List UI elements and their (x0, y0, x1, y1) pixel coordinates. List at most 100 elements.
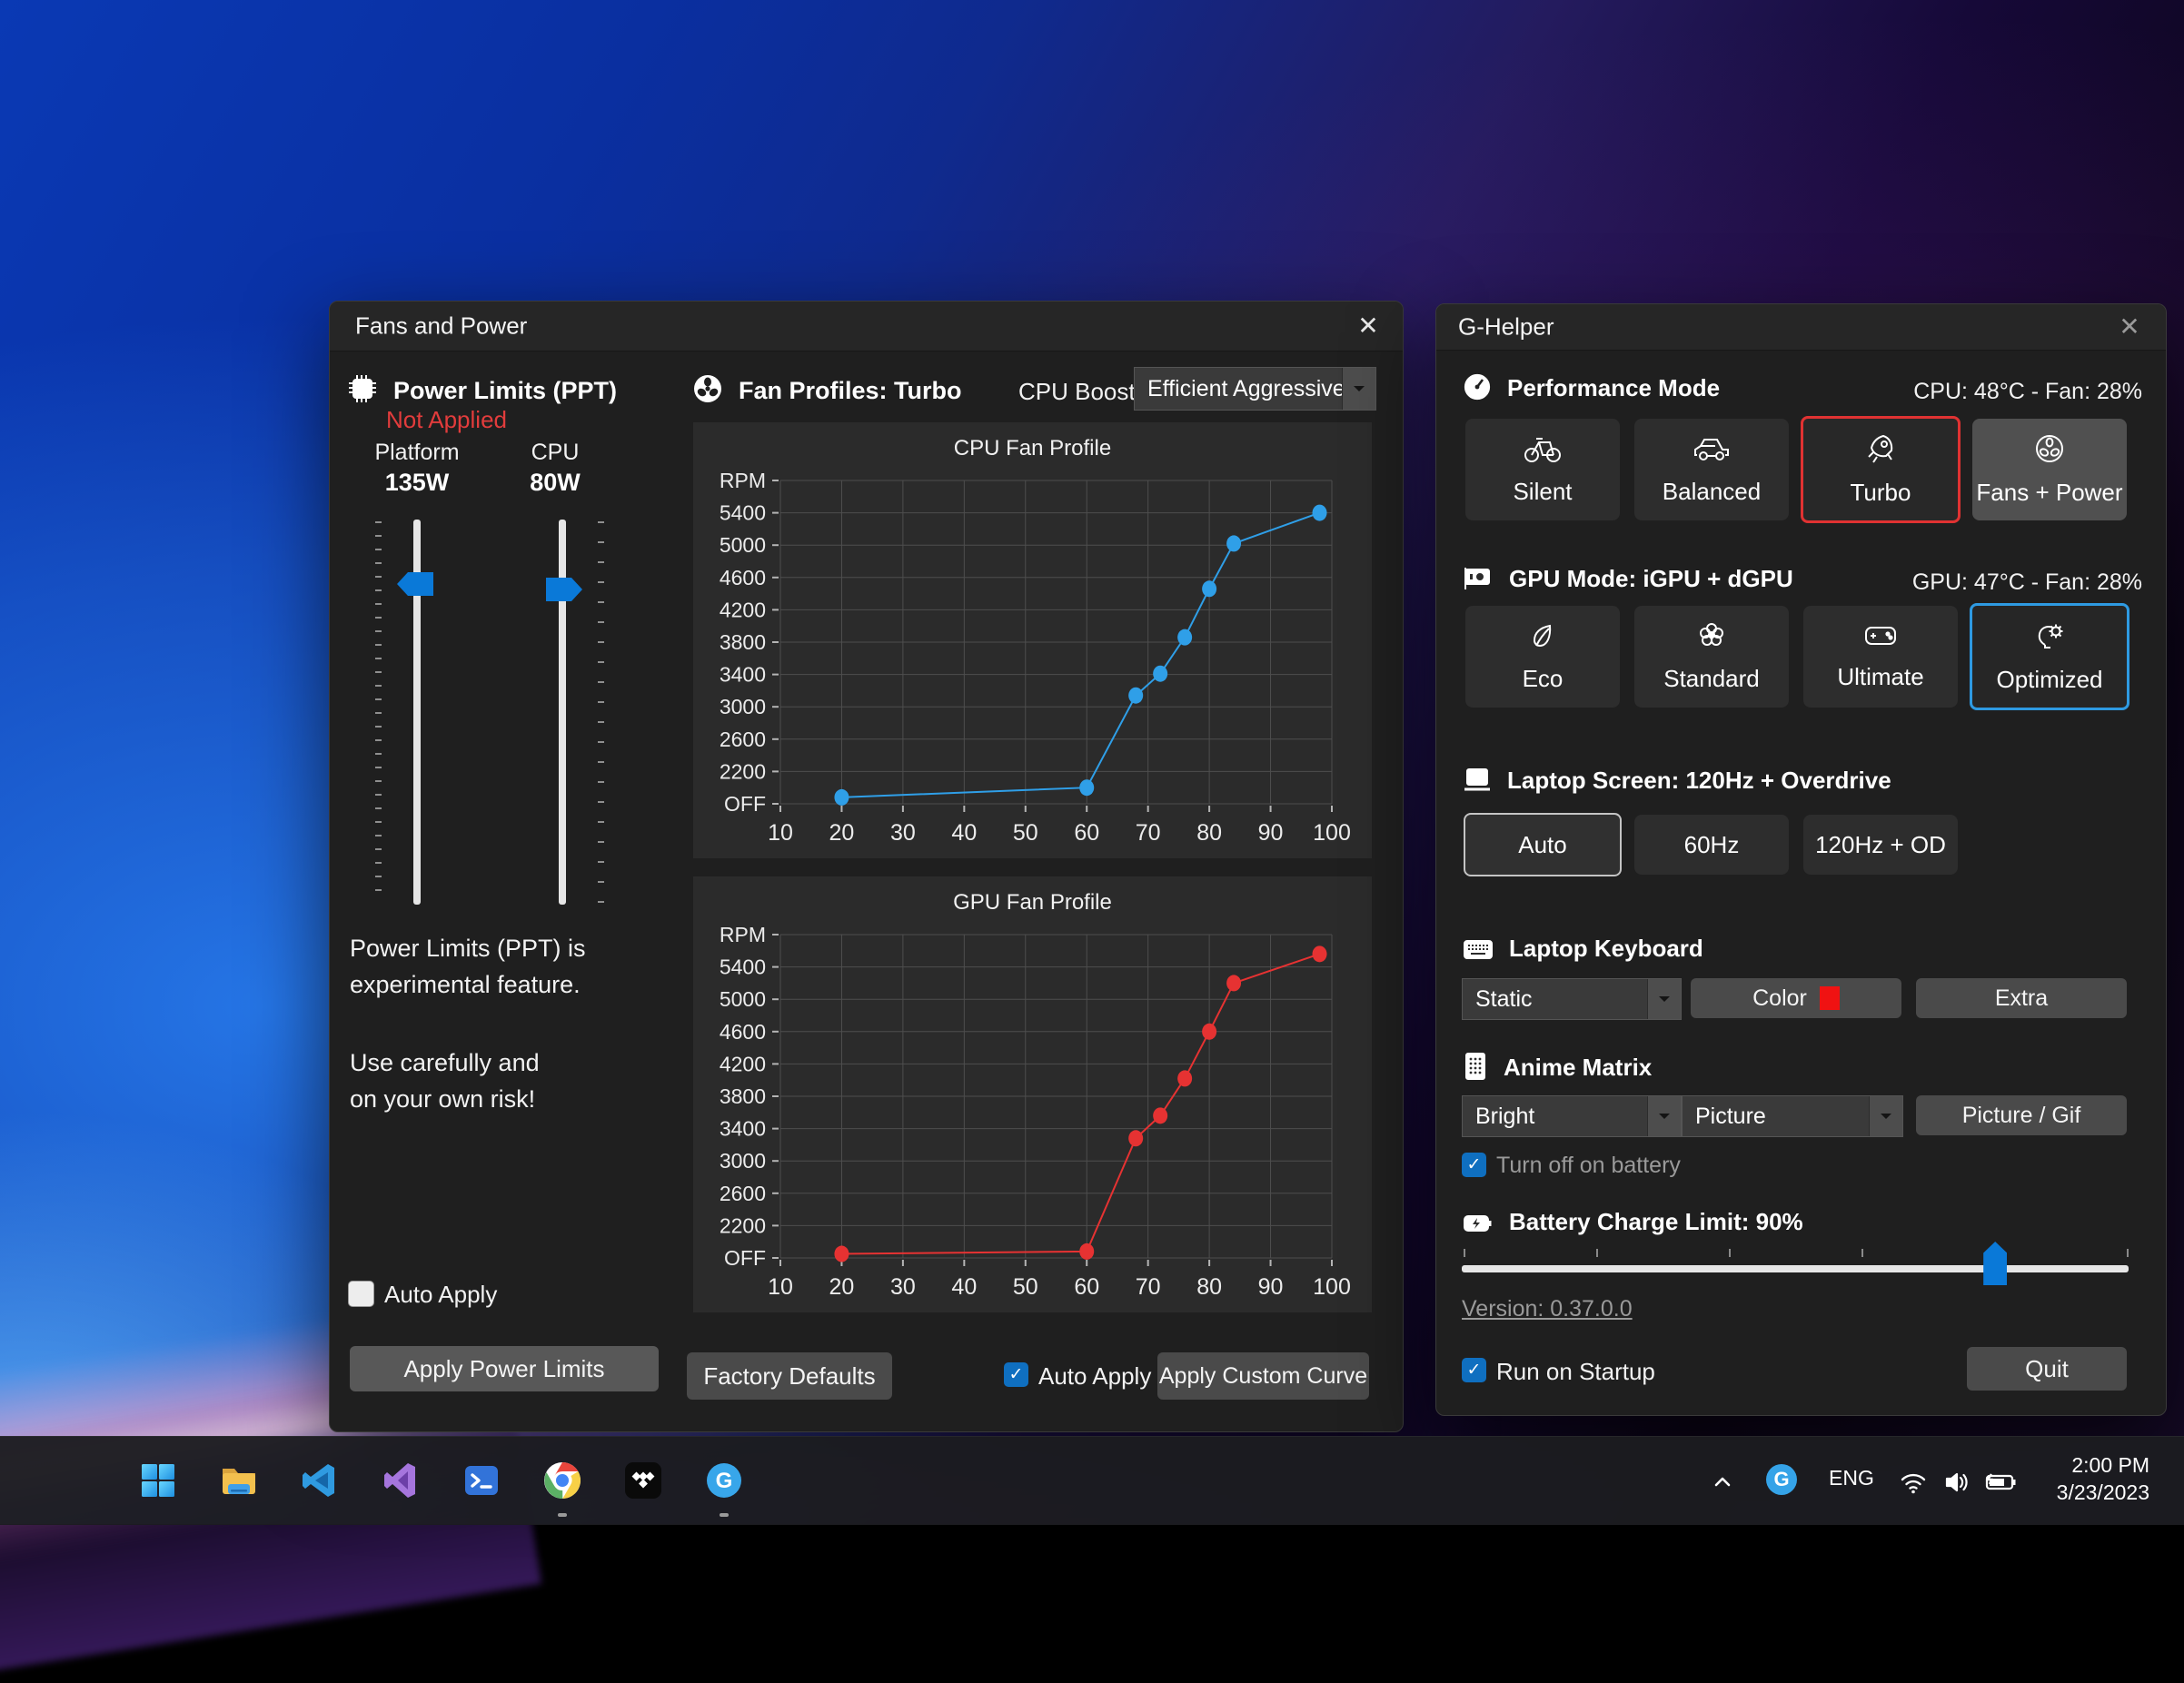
platform-slider-ticks (375, 521, 382, 903)
svg-text:30: 30 (890, 1274, 916, 1300)
gpu-heading-row: GPU Mode: iGPU + dGPU (1462, 562, 1793, 598)
battery-tray-icon[interactable] (1979, 1460, 2022, 1504)
svg-text:50: 50 (1013, 820, 1038, 846)
mode-button-balanced[interactable]: Balanced (1634, 419, 1789, 520)
factory-defaults-button[interactable]: Factory Defaults (687, 1352, 892, 1400)
mode-button-turbo[interactable]: Turbo (1801, 416, 1961, 523)
terminal-icon[interactable] (460, 1459, 503, 1502)
windows-start-button[interactable] (136, 1459, 180, 1502)
battery-slider-ticks (1464, 1249, 2129, 1257)
mode-button-fans-power[interactable]: Fans + Power (1972, 419, 2127, 520)
cpu-slider-track[interactable] (559, 520, 566, 905)
power-limits-note-2: Use carefully and on your own risk! (350, 1049, 540, 1113)
check-icon: ✓ (1466, 1361, 1482, 1380)
car-icon (1692, 433, 1732, 469)
wifi-icon[interactable] (1891, 1460, 1935, 1504)
chevron-down-icon[interactable] (1869, 1096, 1902, 1136)
cpu-boost-dropdown[interactable]: Efficient Aggressive (1134, 367, 1376, 411)
quit-button[interactable]: Quit (1967, 1347, 2127, 1391)
close-icon[interactable]: ✕ (2119, 312, 2140, 341)
gpu-button-ultimate[interactable]: Ultimate (1803, 606, 1958, 708)
matrix-picture-gif-button[interactable]: Picture / Gif (1916, 1095, 2127, 1135)
matrix-battery-checkbox[interactable]: ✓ (1462, 1153, 1486, 1177)
chevron-down-icon[interactable] (1647, 1096, 1681, 1136)
keyboard-mode-dropdown[interactable]: Static (1462, 978, 1682, 1020)
cpu-slider-thumb[interactable] (546, 578, 582, 601)
screen-button-120hz-od[interactable]: 120Hz + OD (1803, 815, 1958, 875)
ghelper-titlebar[interactable]: G-Helper ✕ (1436, 304, 2166, 351)
vscode-icon[interactable] (298, 1459, 342, 1502)
cpu-slider-ticks (598, 521, 604, 903)
chrome-icon[interactable] (541, 1459, 584, 1502)
keyboard-extra-button[interactable]: Extra (1916, 978, 2127, 1018)
platform-value: 135W (384, 469, 450, 496)
chevron-down-icon[interactable] (1342, 368, 1375, 410)
close-icon[interactable]: ✕ (1357, 312, 1379, 340)
mode-button-silent[interactable]: Silent (1465, 419, 1620, 520)
power-limits-note-1: Power Limits (PPT) is experimental featu… (350, 935, 586, 998)
apply-power-limits-button[interactable]: Apply Power Limits (350, 1346, 659, 1391)
g-helper-taskbar-icon[interactable]: G (702, 1459, 746, 1502)
run-on-startup-checkbox[interactable]: ✓ (1462, 1358, 1486, 1382)
matrix-battery-checkbox-label: Turn off on battery (1496, 1153, 1681, 1178)
tidal-icon[interactable] (621, 1459, 665, 1502)
gpu-card-icon (1462, 562, 1494, 598)
apply-custom-curve-button[interactable]: Apply Custom Curve (1157, 1352, 1369, 1400)
run-on-startup-label: Run on Startup (1496, 1358, 1655, 1385)
power-auto-apply-checkbox[interactable] (348, 1281, 374, 1307)
laptop-screen-icon (1462, 766, 1493, 799)
screen-button-auto[interactable]: Auto (1464, 813, 1622, 876)
gpu-button-eco[interactable]: Eco (1465, 606, 1620, 708)
svg-text:2600: 2600 (720, 728, 766, 751)
battery-slider-track[interactable] (1462, 1265, 2129, 1272)
gpu-button-label: Eco (1522, 665, 1564, 692)
mode-button-label: Fans + Power (1976, 479, 2123, 506)
svg-text:CPU Fan Profile: CPU Fan Profile (954, 436, 1111, 460)
svg-text:OFF: OFF (724, 792, 766, 816)
fan-icon (2033, 432, 2066, 470)
cpu-value: 80W (530, 469, 581, 496)
mode-button-label: Silent (1513, 478, 1573, 505)
curve-auto-apply-checkbox[interactable]: ✓ (1004, 1362, 1028, 1387)
cpu-fan-profile-chart[interactable]: OFF 2200 2600 3000 3400 3800 4200 4600 5000 5400 R… (693, 422, 1372, 858)
check-icon: ✓ (1466, 1155, 1482, 1174)
battery-bolt-icon (1462, 1211, 1494, 1241)
taskbar-clock[interactable]: 2:00 PM 3/23/2023 (2057, 1451, 2149, 1506)
platform-slider-thumb[interactable] (397, 572, 433, 596)
platform-slider-track[interactable] (413, 520, 421, 905)
matrix-running-value: Picture (1695, 1103, 1766, 1129)
gpu-fan-profile-chart[interactable]: OFF 2200 2600 3000 3400 3800 4200 4600 5000 5400 R… (693, 876, 1372, 1312)
svg-text:40: 40 (951, 820, 977, 846)
power-limits-status: Not Applied (386, 406, 507, 433)
matrix-heading: Anime Matrix (1504, 1054, 1653, 1081)
cpu-boost-value: Efficient Aggressive (1147, 375, 1342, 401)
svg-text:100: 100 (1313, 1274, 1351, 1300)
keyboard-color-button[interactable]: Color (1691, 978, 1901, 1018)
power-limits-heading: Power Limits (PPT) (393, 377, 618, 404)
visual-studio-icon[interactable] (379, 1459, 422, 1502)
ghelper-tray-icon[interactable]: G (1766, 1464, 1797, 1495)
cpu-power-slider[interactable] (535, 520, 604, 905)
cpu-chip-icon (346, 372, 379, 410)
chevron-down-icon[interactable] (1647, 979, 1681, 1019)
screen-button-60hz[interactable]: 60Hz (1634, 815, 1789, 875)
screen-button-label: 120Hz + OD (1815, 830, 1946, 858)
svg-text:OFF: OFF (724, 1246, 766, 1270)
flower-icon (1696, 620, 1727, 656)
platform-power-slider[interactable] (375, 520, 444, 905)
gpu-button-standard[interactable]: Standard (1634, 606, 1789, 708)
file-explorer-icon[interactable] (217, 1459, 261, 1502)
speedometer-icon (1462, 371, 1493, 407)
matrix-running-dropdown[interactable]: Picture (1682, 1095, 1903, 1137)
gpu-button-optimized[interactable]: Optimized (1970, 603, 2129, 710)
svg-text:G: G (716, 1469, 733, 1493)
tray-chevron-up-icon[interactable] (1701, 1460, 1744, 1504)
svg-text:3000: 3000 (720, 1149, 766, 1173)
svg-text:70: 70 (1136, 820, 1161, 846)
svg-text:5400: 5400 (720, 955, 766, 979)
version-link[interactable]: Version: 0.37.0.0 (1462, 1296, 1633, 1322)
volume-icon[interactable] (1935, 1460, 1979, 1504)
language-indicator[interactable]: ENG (1829, 1466, 1874, 1490)
matrix-brightness-dropdown[interactable]: Bright (1462, 1095, 1682, 1137)
fans-window-titlebar[interactable]: Fans and Power ✕ (330, 302, 1403, 351)
